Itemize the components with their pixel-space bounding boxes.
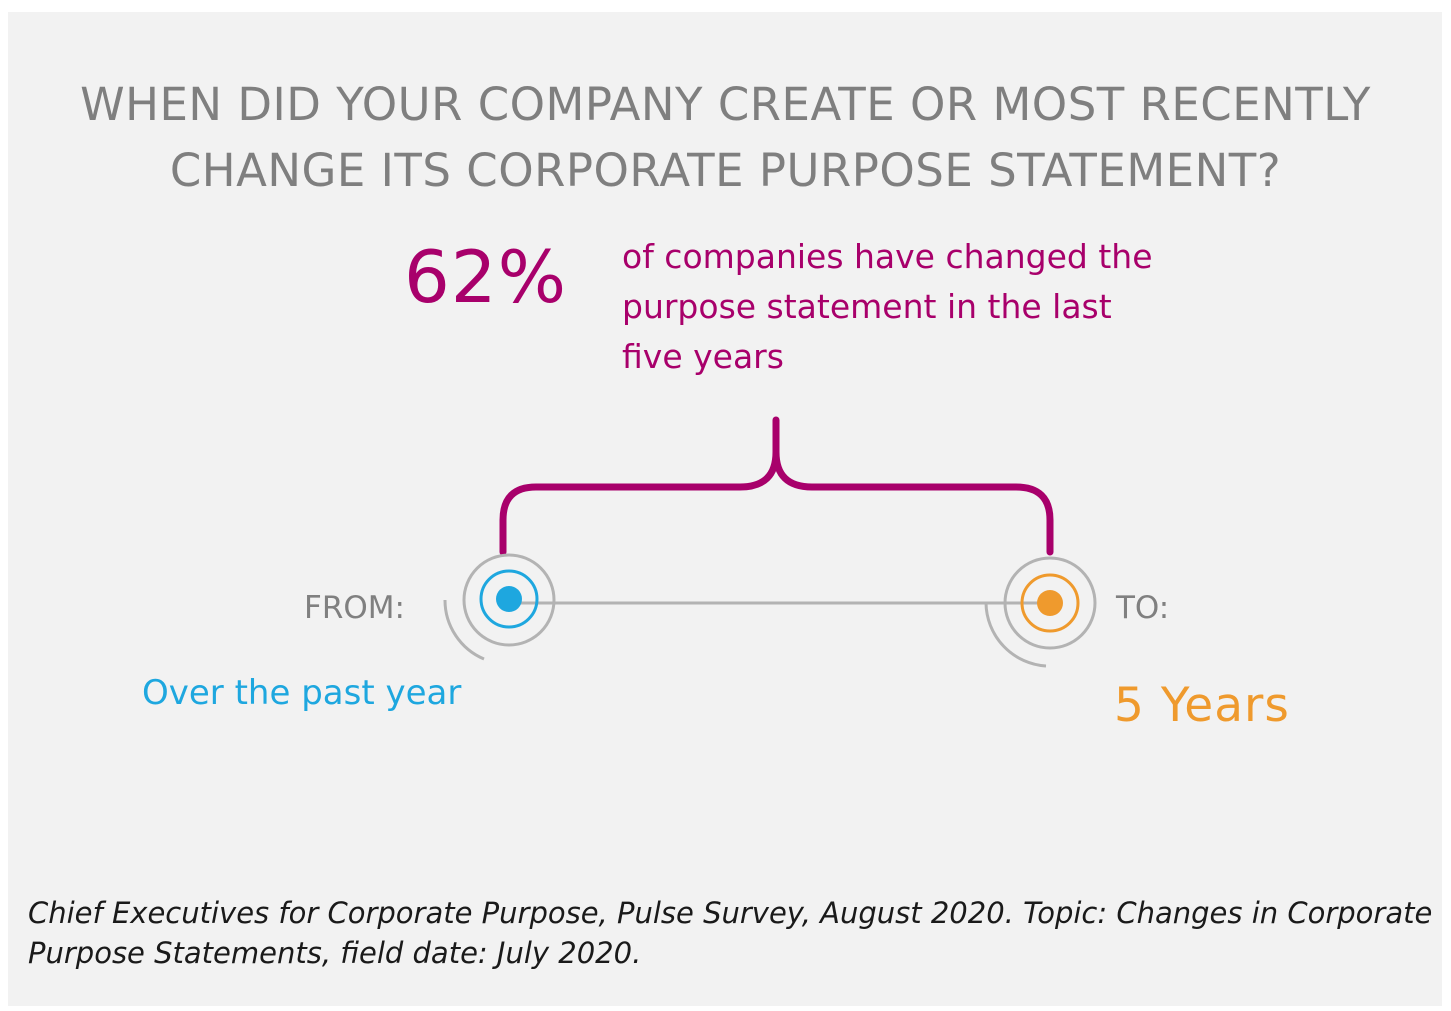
source-line-2: Purpose Statements, field date: July 202…	[28, 936, 642, 970]
curly-brace	[499, 416, 1054, 556]
source-line-1: Chief Executives for Corporate Purpose, …	[28, 896, 1433, 930]
highlight-description-line-2: purpose statement in the last	[622, 287, 1112, 326]
highlight-percent: 62%	[404, 235, 568, 319]
source-citation: Chief Executives for Corporate Purpose, …	[28, 893, 1433, 973]
to-marker	[984, 556, 1097, 668]
highlight-description-line-3: five years	[622, 337, 784, 376]
from-marker	[443, 553, 556, 661]
title-line-1: WHEN DID YOUR COMPANY CREATE OR MOST REC…	[80, 78, 1371, 131]
to-value: 5 Years	[1114, 678, 1290, 733]
infographic-title: WHEN DID YOUR COMPANY CREATE OR MOST REC…	[0, 72, 1451, 204]
title-line-2: CHANGE ITS CORPORATE PURPOSE STATEMENT?	[169, 144, 1282, 197]
from-label: FROM:	[304, 590, 405, 626]
from-value: Over the past year	[142, 673, 462, 713]
highlight-description: of companies have changed the purpose st…	[622, 232, 1182, 382]
infographic-panel	[8, 12, 1442, 1006]
highlight-description-line-1: of companies have changed the	[622, 237, 1153, 276]
to-label: TO:	[1116, 590, 1170, 626]
